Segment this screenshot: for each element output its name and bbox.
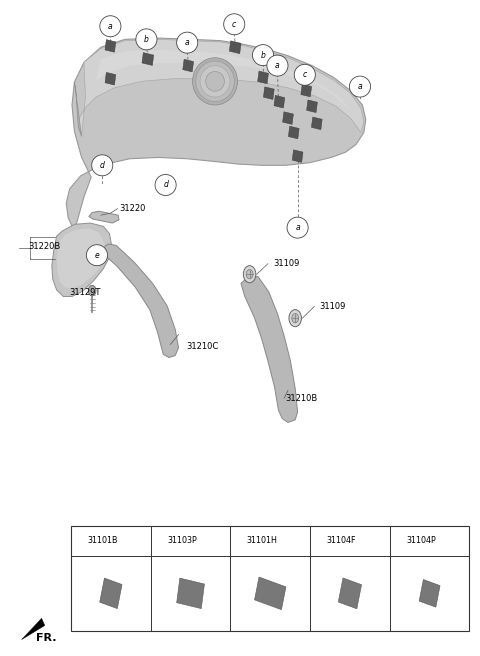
- Polygon shape: [74, 82, 82, 136]
- Text: 31104F: 31104F: [326, 537, 356, 545]
- Polygon shape: [100, 578, 122, 609]
- Text: 31101B: 31101B: [87, 537, 118, 545]
- Text: c: c: [303, 70, 307, 79]
- Ellipse shape: [92, 155, 113, 176]
- Polygon shape: [301, 84, 312, 97]
- Polygon shape: [66, 38, 366, 231]
- Ellipse shape: [287, 217, 308, 238]
- Ellipse shape: [231, 533, 245, 548]
- Text: b: b: [261, 51, 265, 60]
- Text: a: a: [108, 22, 113, 31]
- Polygon shape: [22, 619, 45, 640]
- Text: a: a: [275, 61, 280, 70]
- Polygon shape: [254, 577, 286, 609]
- Text: b: b: [156, 538, 161, 544]
- Ellipse shape: [86, 245, 108, 266]
- Polygon shape: [105, 72, 116, 85]
- Polygon shape: [264, 87, 274, 100]
- Polygon shape: [274, 95, 285, 108]
- Ellipse shape: [252, 45, 274, 66]
- Ellipse shape: [72, 533, 85, 548]
- Ellipse shape: [267, 55, 288, 76]
- Polygon shape: [307, 100, 317, 113]
- Text: e: e: [95, 251, 99, 260]
- Ellipse shape: [196, 61, 234, 102]
- Ellipse shape: [177, 32, 198, 53]
- Ellipse shape: [349, 76, 371, 97]
- Polygon shape: [338, 578, 361, 609]
- Polygon shape: [142, 52, 154, 66]
- Polygon shape: [57, 228, 105, 289]
- Polygon shape: [288, 126, 299, 139]
- Ellipse shape: [155, 174, 176, 195]
- Polygon shape: [283, 112, 293, 125]
- Text: 31101H: 31101H: [247, 537, 277, 545]
- Polygon shape: [52, 223, 111, 297]
- Text: a: a: [185, 38, 190, 47]
- Text: 31109: 31109: [319, 302, 346, 311]
- Text: e: e: [396, 538, 399, 544]
- Ellipse shape: [100, 16, 121, 37]
- Ellipse shape: [200, 66, 230, 97]
- Polygon shape: [241, 276, 298, 422]
- Ellipse shape: [294, 64, 315, 85]
- Polygon shape: [177, 578, 204, 609]
- Ellipse shape: [311, 533, 324, 548]
- Ellipse shape: [205, 72, 224, 91]
- Text: b: b: [144, 35, 149, 44]
- Text: d: d: [315, 538, 320, 544]
- Polygon shape: [419, 579, 440, 607]
- Text: 31129T: 31129T: [70, 288, 101, 297]
- Polygon shape: [292, 150, 303, 163]
- Text: 31103P: 31103P: [167, 537, 197, 545]
- Text: 31220: 31220: [119, 204, 145, 213]
- Ellipse shape: [391, 533, 404, 548]
- Text: 31220B: 31220B: [28, 242, 60, 251]
- Text: a: a: [295, 223, 300, 232]
- Polygon shape: [161, 177, 171, 190]
- Polygon shape: [105, 39, 116, 52]
- Ellipse shape: [152, 533, 165, 548]
- Ellipse shape: [224, 14, 245, 35]
- Text: a: a: [77, 538, 81, 544]
- Polygon shape: [89, 211, 119, 223]
- Text: 31104P: 31104P: [406, 537, 436, 545]
- Circle shape: [289, 310, 301, 327]
- Circle shape: [246, 270, 253, 279]
- FancyBboxPatch shape: [71, 526, 469, 631]
- Text: 31210B: 31210B: [286, 394, 318, 403]
- Ellipse shape: [136, 29, 157, 50]
- Text: 31210C: 31210C: [186, 342, 218, 351]
- Text: FR.: FR.: [36, 633, 57, 643]
- Text: c: c: [236, 538, 240, 544]
- Circle shape: [243, 266, 256, 283]
- Polygon shape: [229, 41, 241, 54]
- Polygon shape: [96, 50, 350, 110]
- Ellipse shape: [192, 58, 238, 105]
- Text: d: d: [163, 180, 168, 190]
- Circle shape: [292, 314, 299, 323]
- Text: c: c: [232, 20, 236, 29]
- Text: a: a: [358, 82, 362, 91]
- Polygon shape: [312, 117, 322, 130]
- Polygon shape: [100, 244, 179, 358]
- Polygon shape: [258, 71, 268, 84]
- Polygon shape: [78, 39, 364, 136]
- Text: 31109: 31109: [274, 259, 300, 268]
- Text: d: d: [100, 161, 105, 170]
- Circle shape: [88, 285, 96, 296]
- Polygon shape: [183, 59, 193, 72]
